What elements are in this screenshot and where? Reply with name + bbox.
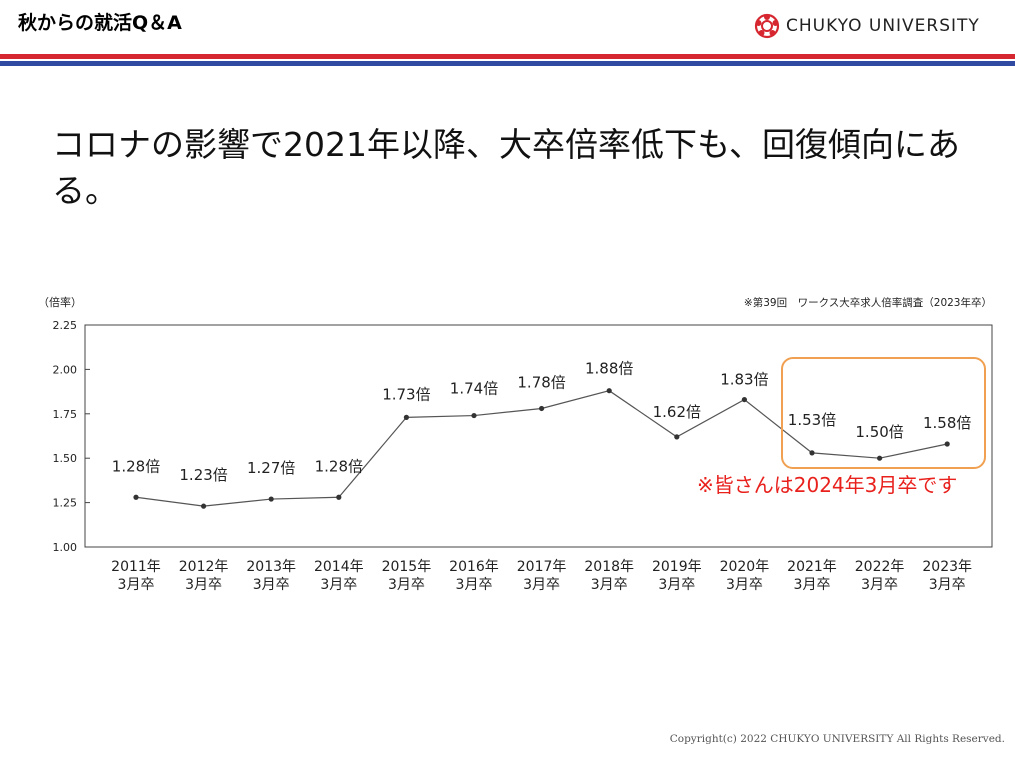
copyright-text: Copyright(c) 2022 CHUKYO UNIVERSITY All … <box>669 733 1005 745</box>
x-tick-label-year: 2022年 <box>855 559 905 575</box>
x-tick-label-month: 3月卒 <box>929 577 966 593</box>
data-point <box>944 441 950 447</box>
data-label: 1.28倍 <box>112 457 160 475</box>
x-tick-label-year: 2012年 <box>179 559 229 575</box>
data-label: 1.50倍 <box>855 423 903 441</box>
data-point <box>133 494 139 500</box>
line-chart: （倍率） ※第39回 ワークス大卒求人倍率調査（2023年卒） 1.00 1.25 1.… <box>38 295 993 593</box>
y-tick-label: 1.25 <box>53 497 78 510</box>
x-tick-label-year: 2017年 <box>517 559 567 575</box>
data-label: 1.28倍 <box>315 457 363 475</box>
x-tick-label-month: 3月卒 <box>456 577 493 593</box>
data-point <box>809 450 815 456</box>
logo-text: CHUKYO UNIVERSITY <box>786 16 980 36</box>
data-point <box>877 455 883 461</box>
y-tick-label: 2.00 <box>53 363 78 376</box>
x-tick-label-month: 3月卒 <box>591 577 628 593</box>
data-point <box>201 503 207 509</box>
x-tick-label-year: 2021年 <box>787 559 837 575</box>
header-divider-blue <box>0 61 1015 66</box>
note-text: ※皆さんは2024年3月卒です <box>697 473 958 497</box>
data-label: 1.62倍 <box>653 403 701 421</box>
y-tick-label: 1.00 <box>53 541 78 554</box>
y-axis-label: （倍率） <box>38 295 82 309</box>
chart-source: ※第39回 ワークス大卒求人倍率調査（2023年卒） <box>744 296 992 309</box>
x-tick-label-month: 3月卒 <box>118 577 155 593</box>
page-header-title: 秋からの就活Q＆A <box>18 12 182 34</box>
y-tick-label: 1.75 <box>53 408 78 421</box>
x-tick-label-month: 3月卒 <box>185 577 222 593</box>
university-logo: CHUKYO UNIVERSITY <box>754 10 980 42</box>
data-point <box>674 434 680 440</box>
data-label: 1.58倍 <box>923 414 971 432</box>
data-label: 1.53倍 <box>788 411 836 429</box>
x-tick-label-year: 2013年 <box>246 559 296 575</box>
x-tick-label-year: 2014年 <box>314 559 364 575</box>
x-tick-label-month: 3月卒 <box>523 577 560 593</box>
data-label: 1.78倍 <box>517 373 565 391</box>
data-label: 1.73倍 <box>382 385 430 403</box>
header-divider-red <box>0 54 1015 59</box>
x-tick-label-year: 2018年 <box>584 559 634 575</box>
flower-logo-icon <box>754 13 780 39</box>
x-tick-label-month: 3月卒 <box>658 577 695 593</box>
plot-frame <box>84 324 993 548</box>
data-point <box>741 396 748 403</box>
x-tick-label-year: 2011年 <box>111 559 161 575</box>
data-label: 1.74倍 <box>450 380 498 398</box>
x-tick-label-year: 2020年 <box>720 559 770 575</box>
data-point <box>268 496 274 502</box>
x-tick-label-month: 3月卒 <box>253 577 290 593</box>
y-tick-label: 2.25 <box>53 319 78 332</box>
x-tick-label-year: 2015年 <box>382 559 432 575</box>
data-label: 1.23倍 <box>179 466 227 484</box>
x-tick-label-month: 3月卒 <box>388 577 425 593</box>
data-point <box>336 494 342 500</box>
x-tick-label-month: 3月卒 <box>794 577 831 593</box>
data-label: 1.27倍 <box>247 459 295 477</box>
x-tick-label-month: 3月卒 <box>726 577 763 593</box>
data-point <box>606 388 612 394</box>
x-tick-label-month: 3月卒 <box>320 577 357 593</box>
data-point <box>471 412 477 419</box>
data-label: 1.88倍 <box>585 360 633 378</box>
highlight-box <box>781 357 986 469</box>
x-tick-label-month: 3月卒 <box>861 577 898 593</box>
slide-headline: コロナの影響で2021年以降、大卒倍率低下も、回復傾向にある。 <box>52 125 960 210</box>
x-tick-label-year: 2019年 <box>652 559 702 575</box>
data-point <box>539 405 545 412</box>
data-point <box>403 414 409 420</box>
y-tick-label: 1.50 <box>53 452 78 465</box>
x-tick-label-year: 2023年 <box>922 559 972 575</box>
data-label: 1.83倍 <box>720 371 768 389</box>
x-tick-label-year: 2016年 <box>449 559 499 575</box>
